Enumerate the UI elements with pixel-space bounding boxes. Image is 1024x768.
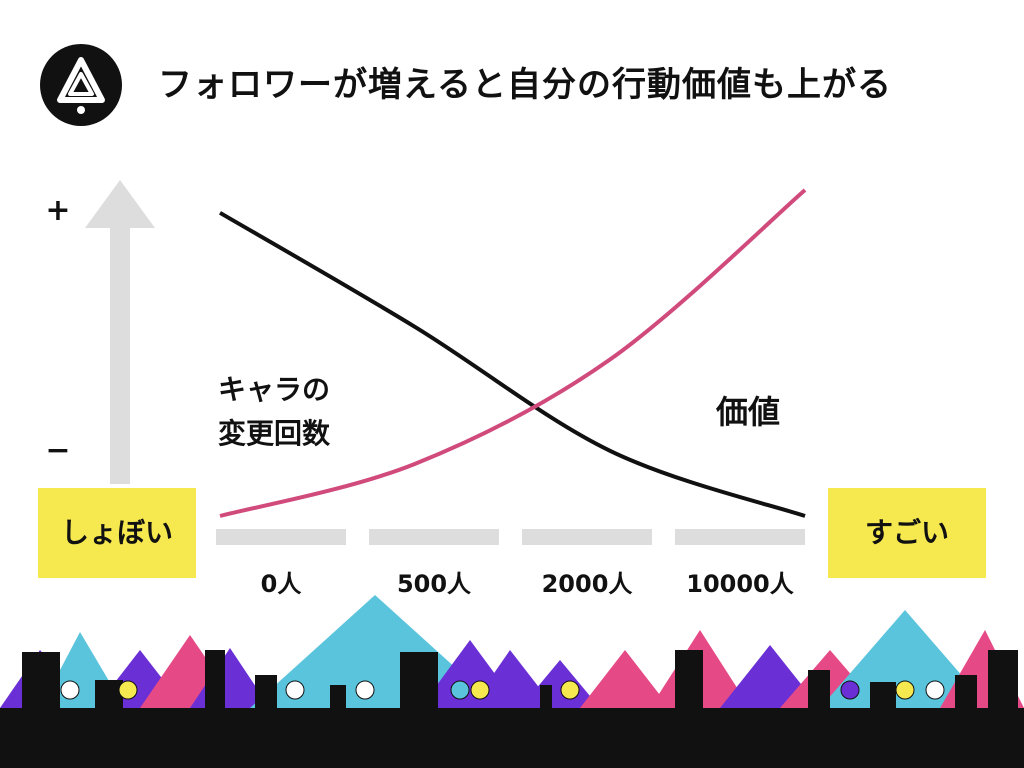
mountain <box>580 650 670 708</box>
tree <box>925 680 945 700</box>
chart <box>85 180 807 545</box>
y-axis-minus-label: − <box>45 433 71 468</box>
y-axis-plus-label: + <box>45 193 71 228</box>
series-label-value: 価値 <box>716 393 781 431</box>
series-label-change-count-line2: 変更回数 <box>218 417 331 450</box>
building <box>540 685 552 708</box>
x-axis-segment <box>675 529 805 545</box>
series-line-value <box>219 188 807 518</box>
x-tick-label: 0人 <box>260 570 302 598</box>
tree <box>560 680 580 700</box>
series-line-change-count <box>218 211 806 518</box>
x-tick-label: 500人 <box>396 570 472 598</box>
y-axis-arrow <box>85 180 155 484</box>
low-quality-box: しょぼい <box>38 488 196 578</box>
building <box>955 675 977 708</box>
tree <box>118 680 138 700</box>
triangle-knot-logo-icon <box>57 57 105 114</box>
tree <box>450 680 470 700</box>
x-tick-label: 10000人 <box>686 570 794 598</box>
tree <box>840 680 860 700</box>
brand-logo <box>40 44 122 126</box>
building <box>988 650 1018 708</box>
building <box>808 670 830 708</box>
building <box>255 675 277 708</box>
tree <box>285 680 305 700</box>
high-quality-box: すごい <box>828 488 986 578</box>
tree <box>895 680 915 700</box>
tree <box>470 680 490 700</box>
series-label-change-count-line1: キャラの <box>218 373 331 406</box>
mountain <box>820 610 990 708</box>
page-title: フォロワーが増えると自分の行動価値も上がる <box>158 65 892 105</box>
city-skyline-illustration <box>0 595 1024 768</box>
building <box>330 685 346 708</box>
building <box>95 680 123 708</box>
building <box>22 652 60 708</box>
x-axis-segment <box>522 529 652 545</box>
tree <box>355 680 375 700</box>
ground <box>0 708 1024 768</box>
building <box>675 650 703 708</box>
trees <box>60 680 945 700</box>
building <box>870 682 896 708</box>
x-tick-label: 2000人 <box>541 570 633 598</box>
building <box>400 652 438 708</box>
x-axis-segment <box>216 529 346 545</box>
x-axis-segment <box>369 529 499 545</box>
building <box>205 650 225 708</box>
buildings <box>22 650 1018 708</box>
tree <box>60 680 80 700</box>
